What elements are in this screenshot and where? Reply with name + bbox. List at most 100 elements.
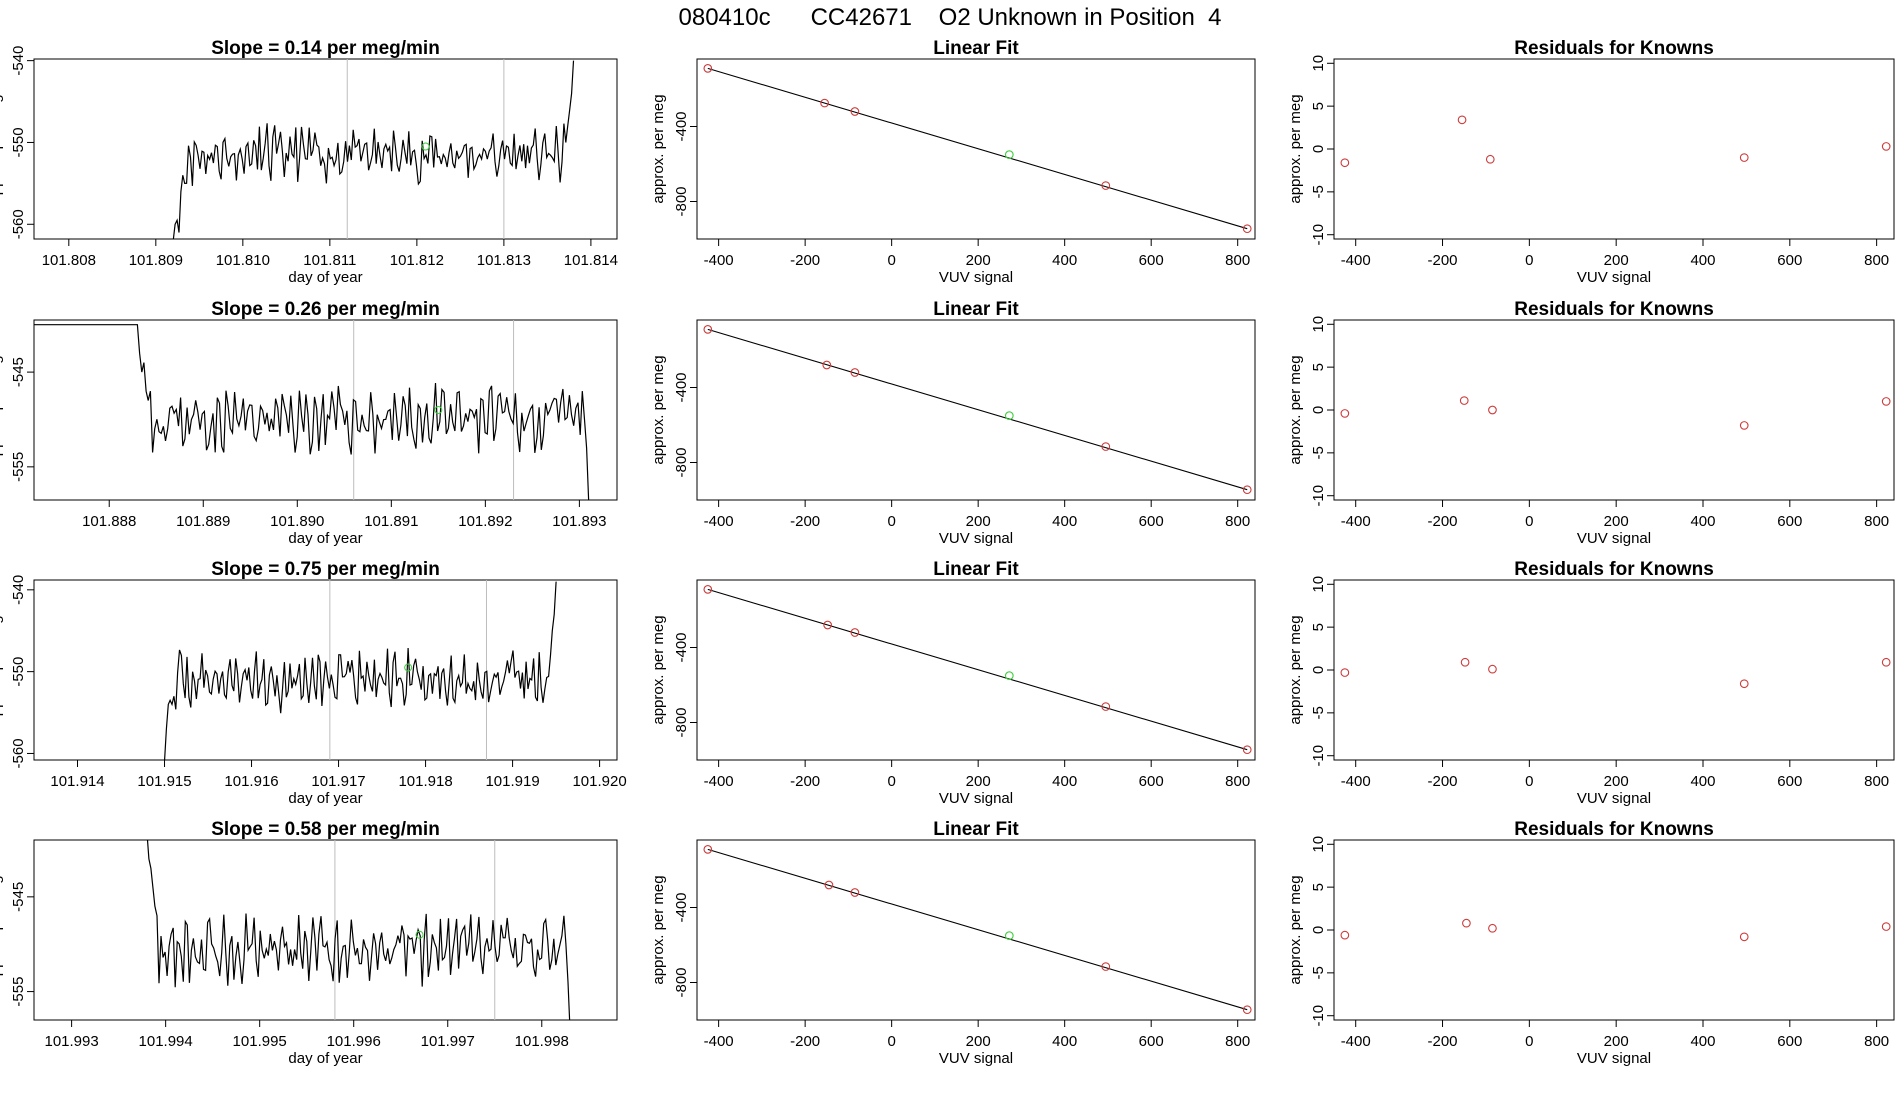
known-point: [703, 325, 713, 334]
x-axis-label: day of year: [288, 530, 362, 547]
fit-line: [707, 848, 1248, 1011]
residual-point: [1739, 153, 1749, 162]
residual-point: [1459, 396, 1469, 405]
x-tick-label: 800: [1864, 252, 1889, 269]
x-tick-label: -200: [790, 252, 820, 269]
x-tick-label: 101.994: [139, 1033, 193, 1050]
x-tick-label: 800: [1864, 1033, 1889, 1050]
figure-supertitle: 080410c CC42671 O2 Unknown in Position 4: [678, 4, 1222, 31]
data-trace: [146, 840, 571, 1020]
x-tick-label: 101.919: [485, 773, 539, 790]
y-tick-label: -550: [10, 657, 27, 687]
x-tick-label: 101.918: [398, 773, 452, 790]
y-tick-label: -555: [10, 977, 27, 1007]
x-tick-label: -200: [1428, 1033, 1458, 1050]
panel-r1-residuals: Residuals for Knowns -400 -200 0 200 400 600 80…: [1287, 38, 1895, 286]
y-tick-label: -5: [1310, 446, 1327, 459]
x-tick-label: 400: [1690, 1033, 1715, 1050]
plot-frame: [696, 58, 1256, 240]
plot-area: [703, 845, 1252, 1015]
x-tick-label: 101.916: [224, 773, 278, 790]
panel-r2-timeseries: Slope = 0.26 per meg/min 101.888 101.889 10…: [0, 299, 618, 547]
x-tick-label: 101.813: [477, 252, 531, 269]
y-tick-label: -540: [10, 46, 27, 76]
y-tick-label: -400: [673, 111, 690, 141]
residual-point: [1739, 679, 1749, 689]
x-tick-label: 200: [966, 773, 991, 790]
x-tick-label: 101.995: [233, 1033, 287, 1050]
residual-point: [1881, 922, 1891, 931]
panel-title: Slope = 0.26 per meg/min: [211, 299, 440, 320]
x-tick-label: 101.914: [50, 773, 104, 790]
y-tick-label: 5: [1310, 102, 1327, 110]
x-tick-label: 400: [1052, 252, 1077, 269]
x-axis-label: day of year: [288, 1050, 362, 1067]
panel-title: Residuals for Knowns: [1514, 38, 1714, 59]
plot-area: [34, 320, 590, 500]
plot-frame: [33, 839, 618, 1021]
plot-frame: [33, 319, 618, 501]
known-point: [1101, 442, 1111, 451]
x-tick-label: -400: [1341, 513, 1371, 530]
x-tick-label: 800: [1864, 773, 1889, 790]
x-axis-label: VUV signal: [1577, 790, 1651, 807]
y-axis-label: approx. per meg: [1287, 615, 1304, 724]
x-tick-label: 0: [1525, 513, 1533, 530]
y-axis-label: approx. per meg: [1287, 355, 1304, 464]
residual-point: [1488, 405, 1497, 415]
x-tick-label: 600: [1777, 252, 1802, 269]
known-point: [824, 880, 834, 890]
x-tick-label: 400: [1052, 1033, 1077, 1050]
y-tick-label: -5: [1310, 706, 1327, 719]
y-axis-label: approx. per meg: [0, 355, 4, 464]
plot-area: [1340, 657, 1891, 689]
plot-frame: [33, 58, 618, 240]
unknown-marker: [415, 930, 424, 939]
y-tick-label: -550: [10, 127, 27, 157]
plot-frame: [696, 579, 1256, 761]
known-point: [1101, 962, 1111, 971]
known-point: [823, 620, 832, 630]
plot-area: [1340, 396, 1891, 430]
y-axis-label: approx. per meg: [0, 875, 4, 984]
data-trace: [172, 60, 575, 239]
x-tick-label: 101.917: [311, 773, 365, 790]
x-tick-label: 0: [887, 1033, 895, 1050]
y-tick-label: -10: [1310, 485, 1327, 507]
x-tick-label: -400: [704, 513, 734, 530]
panel-r2-residuals: Residuals for Knowns -400 -200 0 200 400 600 80…: [1287, 299, 1895, 547]
y-axis-label: approx. per meg: [650, 875, 667, 984]
plot-area: [146, 840, 571, 1020]
y-tick-label: -560: [10, 738, 27, 768]
known-point: [820, 98, 829, 108]
unknown-marker: [421, 142, 430, 151]
y-tick-label: -10: [1310, 1005, 1327, 1027]
x-axis-label: VUV signal: [1577, 1050, 1651, 1067]
residual-point: [1340, 158, 1350, 168]
y-tick-label: 10: [1310, 836, 1327, 853]
y-tick-label: 0: [1310, 666, 1327, 674]
plot-frame: [696, 319, 1256, 501]
unknown-point: [1004, 411, 1014, 420]
x-tick-label: 800: [1225, 513, 1250, 530]
x-axis-label: VUV signal: [939, 530, 1013, 547]
x-tick-label: -400: [1341, 773, 1371, 790]
x-tick-label: -400: [1341, 252, 1371, 269]
residual-point: [1340, 668, 1350, 677]
y-tick-label: -10: [1310, 745, 1327, 767]
residual-point: [1457, 115, 1467, 125]
x-tick-label: -200: [790, 513, 820, 530]
x-tick-label: 101.808: [42, 252, 96, 269]
y-tick-label: -400: [673, 372, 690, 402]
x-tick-label: 200: [1604, 252, 1629, 269]
x-tick-label: 0: [887, 252, 895, 269]
y-tick-label: -800: [673, 186, 690, 216]
x-tick-label: 101.893: [552, 513, 606, 530]
panel-r4-timeseries: Slope = 0.58 per meg/min 101.993 101.994 10…: [0, 819, 618, 1067]
x-tick-label: -400: [704, 252, 734, 269]
x-tick-label: 400: [1690, 513, 1715, 530]
residual-point: [1460, 657, 1470, 667]
x-tick-label: 200: [966, 513, 991, 530]
plot-area: [703, 64, 1252, 234]
panel-title: Slope = 0.75 per meg/min: [211, 559, 440, 580]
